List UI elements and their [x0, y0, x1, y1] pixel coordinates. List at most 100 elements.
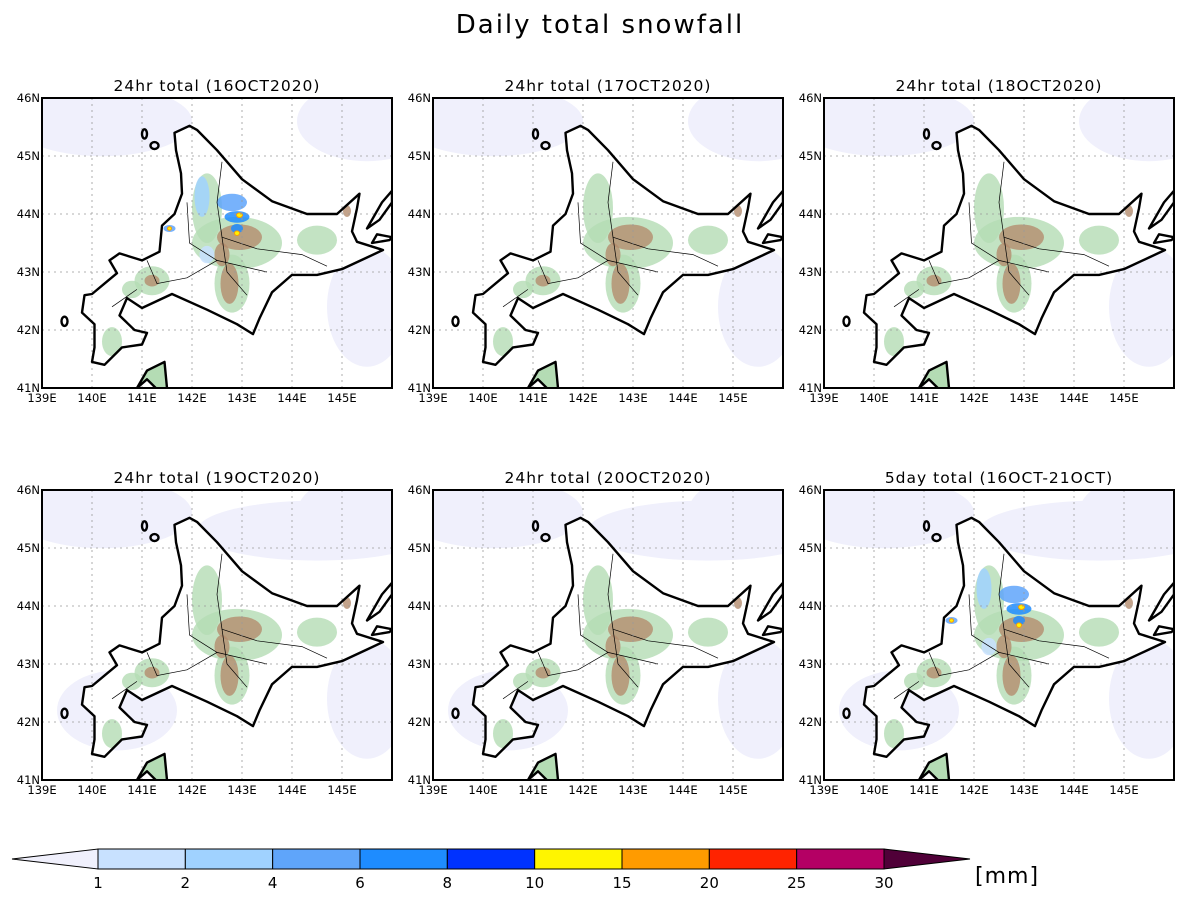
lat-tick-label: 43N [799, 265, 822, 279]
terrain-shading [493, 173, 742, 357]
lon-tick-label: 142E [568, 783, 597, 797]
lon-tick-label: 142E [959, 391, 988, 405]
lon-tick-label: 141E [518, 391, 547, 405]
lon-tick-label: 144E [668, 783, 697, 797]
colorbar-over-triangle [883, 848, 971, 870]
lon-tick-label: 145E [718, 783, 747, 797]
lon-tick-label: 139E [418, 783, 447, 797]
lon-tick-label: 143E [618, 783, 647, 797]
lat-tick-label: 41N [17, 773, 40, 787]
coastline [60, 124, 392, 388]
lon-tick-label: 141E [909, 783, 938, 797]
lon-tick-label: 145E [327, 391, 356, 405]
colorbar-level-label: 4 [268, 874, 278, 892]
panel-title: 24hr total (16OCT2020) [114, 77, 321, 95]
gridlines [824, 98, 1174, 388]
colorbar-box [708, 848, 798, 870]
lat-tick-label: 43N [17, 265, 40, 279]
panel-title: 5day total (16OCT-21OCT) [885, 469, 1113, 487]
colorbar-level-label: 15 [612, 874, 631, 892]
lon-tick-label: 143E [227, 391, 256, 405]
lon-tick-label: 141E [127, 783, 156, 797]
colorbar-level-label: 2 [181, 874, 191, 892]
lat-tick-label: 45N [799, 541, 822, 555]
lat-tick-label: 45N [799, 149, 822, 163]
lat-tick-label: 44N [408, 599, 431, 613]
lon-tick-label: 139E [27, 783, 56, 797]
map-panels: 24hr total (16OCT2020) 41N 42N 43N 44N 45N 46N… [17, 77, 1175, 797]
lon-tick-label: 144E [668, 391, 697, 405]
lon-tick-label: 140E [77, 783, 106, 797]
gridlines [824, 490, 1174, 780]
colorbar-level-label: 8 [443, 874, 453, 892]
lat-tick-label: 46N [799, 483, 822, 497]
lon-tick-label: 143E [1009, 783, 1038, 797]
lon-tick-label: 141E [909, 391, 938, 405]
colorbar-box [184, 848, 274, 870]
gridlines [433, 98, 783, 388]
map-panel: 24hr total (19OCT2020) 41N 42N 43N 44N 45N 46N… [17, 469, 393, 797]
snowfall-shading [945, 568, 1032, 656]
gridlines [42, 490, 392, 780]
colorbar-box [272, 848, 361, 870]
colorbar: 1 2 4 6 8 10 15 20 25 30 [mm] [11, 848, 1039, 892]
lat-tick-label: 42N [799, 715, 822, 729]
lat-tick-label: 44N [408, 207, 431, 221]
lon-tick-label: 143E [618, 391, 647, 405]
lon-tick-label: 141E [518, 783, 547, 797]
colorbar-box [534, 848, 623, 870]
colorbar-box [97, 848, 186, 870]
lat-tick-label: 42N [408, 323, 431, 337]
lon-tick-label: 145E [1109, 391, 1138, 405]
coastline [451, 124, 783, 388]
lon-tick-label: 143E [1009, 391, 1038, 405]
lon-tick-label: 140E [859, 783, 888, 797]
lon-tick-label: 145E [1109, 783, 1138, 797]
colorbar-under-triangle [11, 848, 99, 870]
map-frame [823, 97, 1175, 389]
figure-title: Daily total snowfall [456, 10, 745, 40]
snowfall-shading [163, 176, 250, 264]
map-frame [823, 489, 1175, 781]
map-panel: 24hr total (17OCT2020) 41N 42N 43N 44N 45N 46N… [408, 77, 784, 405]
lat-tick-label: 41N [799, 381, 822, 395]
map-frame [432, 489, 784, 781]
lat-tick-label: 41N [799, 773, 822, 787]
lon-tick-label: 143E [227, 783, 256, 797]
lat-tick-label: 42N [408, 715, 431, 729]
lon-tick-label: 142E [177, 783, 206, 797]
lat-tick-label: 41N [17, 381, 40, 395]
lon-tick-label: 139E [27, 391, 56, 405]
subprefecture-boundaries [111, 553, 328, 700]
lon-tick-label: 144E [277, 391, 306, 405]
lat-tick-label: 43N [17, 657, 40, 671]
terrain-shading [102, 565, 351, 749]
panel-title: 24hr total (17OCT2020) [505, 77, 712, 95]
lat-tick-label: 42N [17, 323, 40, 337]
colorbar-level-label: 30 [874, 874, 893, 892]
lon-tick-label: 140E [468, 783, 497, 797]
colorbar-box [359, 848, 448, 870]
lon-tick-label: 140E [859, 391, 888, 405]
map-panel: 24hr total (16OCT2020) 41N 42N 43N 44N 45N 46N… [17, 77, 393, 405]
panel-title: 24hr total (19OCT2020) [114, 469, 321, 487]
lon-tick-label: 145E [718, 391, 747, 405]
lat-tick-label: 46N [17, 91, 40, 105]
colorbar-unit: [mm] [975, 864, 1039, 889]
lat-tick-label: 42N [799, 323, 822, 337]
lat-tick-label: 45N [17, 149, 40, 163]
lon-tick-label: 139E [418, 391, 447, 405]
lat-tick-label: 45N [17, 541, 40, 555]
subprefecture-boundaries [502, 553, 719, 700]
colorbar-level-label: 6 [355, 874, 365, 892]
lat-tick-label: 41N [408, 773, 431, 787]
terrain-shading [493, 565, 742, 749]
colorbar-level-label: 20 [700, 874, 719, 892]
lat-tick-label: 44N [799, 599, 822, 613]
lon-tick-label: 142E [959, 783, 988, 797]
lat-tick-label: 41N [408, 381, 431, 395]
lon-tick-label: 142E [568, 391, 597, 405]
lon-tick-label: 144E [277, 783, 306, 797]
lat-tick-label: 43N [799, 657, 822, 671]
